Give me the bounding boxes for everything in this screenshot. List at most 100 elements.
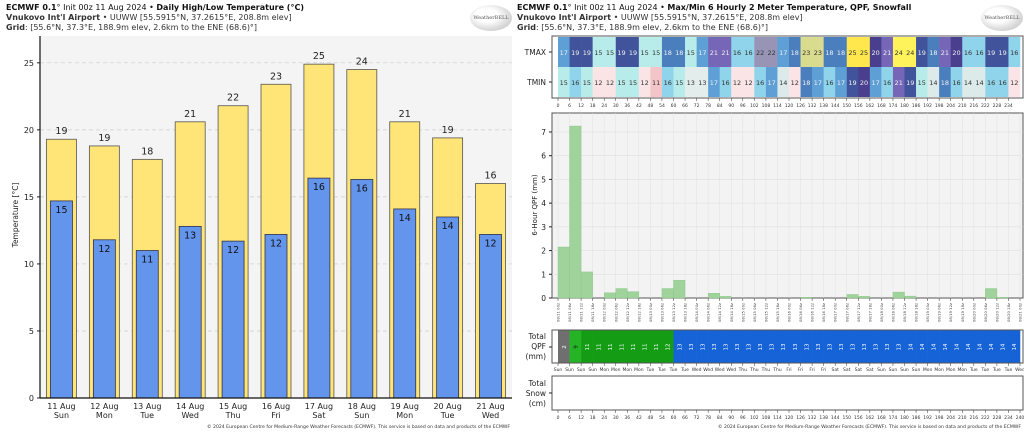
day-label: Fri bbox=[798, 367, 803, 373]
tmin-cell bbox=[950, 67, 963, 97]
tmax-cell bbox=[881, 37, 894, 67]
qpf-time-label: 08/15 06z bbox=[752, 303, 757, 322]
qpf-total-cell bbox=[615, 330, 628, 363]
qpf-time-label: 08/11 06z bbox=[567, 303, 572, 322]
tmin-value: 11 bbox=[652, 79, 660, 87]
day-label: Sun bbox=[889, 367, 898, 373]
y-tick-label: 1 bbox=[541, 270, 546, 279]
qpf-total-value: 13 bbox=[827, 343, 833, 350]
hour-tick-label: 48 bbox=[648, 415, 654, 421]
tmax-value: 21 bbox=[941, 49, 949, 57]
y-tick-label: 0 bbox=[541, 294, 546, 303]
hour-tick-label: 174 bbox=[889, 103, 898, 109]
tmin-value: 15 bbox=[918, 79, 926, 87]
tmax-cell bbox=[592, 37, 605, 67]
hour-tick-label: 162 bbox=[866, 415, 875, 421]
tmin-cell bbox=[592, 67, 605, 97]
tmin-value: 16 bbox=[571, 79, 579, 87]
tmax-value: 21 bbox=[721, 49, 729, 57]
qpf-total-value: 11 bbox=[585, 344, 591, 351]
hour-tick-label: 168 bbox=[877, 415, 886, 421]
qpf-total-cell bbox=[604, 330, 617, 363]
qpf-time-label: 08/20 12z bbox=[994, 303, 999, 322]
qpf-time-label: 08/18 12z bbox=[902, 303, 907, 322]
x-date-label: 21 Aug bbox=[476, 402, 504, 411]
tmax-cell bbox=[996, 37, 1009, 67]
qpf-total-cell bbox=[696, 330, 709, 363]
day-label: Mon bbox=[934, 367, 944, 373]
high-temp-label: 21 bbox=[184, 109, 196, 120]
high-temp-label: 21 bbox=[399, 109, 411, 120]
hour-tick-label: 102 bbox=[750, 415, 759, 421]
x-weekday-label: Thu bbox=[225, 411, 241, 420]
qpf-bar bbox=[719, 296, 732, 299]
tmax-value: 16 bbox=[733, 49, 741, 57]
x-date-label: 11 Aug bbox=[47, 402, 75, 411]
qpf-total-cell bbox=[708, 330, 720, 363]
qpf-total-value: 11 bbox=[596, 344, 602, 351]
day-label: Mon bbox=[946, 367, 956, 373]
hour-tick-label: 126 bbox=[796, 415, 805, 421]
tmax-value: 15 bbox=[652, 49, 660, 57]
qpf-time-label: 08/12 06z bbox=[613, 303, 618, 322]
init-time: ° Init 00z 11 Aug 2024 • bbox=[56, 3, 157, 12]
tmax-cell bbox=[650, 37, 663, 67]
tmin-value: 18 bbox=[802, 79, 810, 87]
day-label: Wed bbox=[726, 367, 736, 373]
qpf-time-label: 08/18 00z bbox=[879, 303, 884, 322]
hour-tick-label: 102 bbox=[750, 103, 759, 109]
tmax-cell bbox=[615, 37, 628, 67]
tmin-cell bbox=[916, 67, 928, 97]
tmin-value: 21 bbox=[895, 79, 903, 87]
tmin-cell bbox=[604, 67, 617, 97]
tmax-value: 16 bbox=[744, 49, 752, 57]
tmax-value: 21 bbox=[883, 49, 891, 57]
tmin-value: 18 bbox=[941, 79, 949, 87]
tmin-value: 17 bbox=[710, 79, 718, 87]
qpf-total-cell bbox=[939, 330, 951, 363]
tmax-value: 17 bbox=[698, 49, 706, 57]
qpf-time-label: 08/19 00z bbox=[925, 303, 930, 322]
weatherbell-logo: WeatherBELL bbox=[470, 5, 512, 31]
day-label: Wed bbox=[715, 367, 725, 373]
hour-tick-label: 234 bbox=[1004, 415, 1013, 421]
hour-tick-label: 180 bbox=[900, 415, 909, 421]
tmin-cell bbox=[742, 67, 755, 97]
chart-title: Max/Min 6 Hourly 2 Meter Temperature, QP… bbox=[667, 3, 912, 12]
tmax-value: 22 bbox=[756, 49, 764, 57]
qpf-time-label: 08/14 18z bbox=[729, 303, 734, 322]
day-label: Tue bbox=[1004, 367, 1013, 373]
qpf-total-cell bbox=[858, 330, 871, 363]
hour-tick-label: 144 bbox=[831, 415, 840, 421]
y-tick-label: 6 bbox=[541, 152, 546, 161]
hour-tick-label: 54 bbox=[659, 103, 665, 109]
model-name: ECMWF 0.1 bbox=[517, 3, 568, 12]
qpf-time-label: 08/19 12z bbox=[948, 303, 953, 322]
qpf-total-cell bbox=[823, 330, 836, 363]
day-label: Sat bbox=[843, 367, 851, 373]
day-label: Tue bbox=[657, 367, 666, 373]
grid-label: Grid bbox=[6, 23, 25, 32]
tmax-value: 17 bbox=[560, 49, 568, 57]
hour-tick-label: 60 bbox=[671, 415, 677, 421]
qpf-total-cell bbox=[592, 330, 605, 363]
tmax-cell bbox=[950, 37, 963, 67]
grid-info: : [55.6°N, 37.3°E, 188.9m elev, 2.6km to… bbox=[535, 23, 769, 32]
tmax-value: 15 bbox=[640, 49, 648, 57]
high-temp-label: 19 bbox=[98, 133, 110, 144]
tmin-value: 19 bbox=[848, 79, 856, 87]
hour-tick-label: 180 bbox=[900, 103, 909, 109]
qpf-bar bbox=[892, 291, 905, 299]
high-temp-label: 24 bbox=[356, 57, 368, 68]
tmin-cell bbox=[881, 67, 894, 97]
hour-tick-label: 126 bbox=[796, 103, 805, 109]
y-tick-label: 2 bbox=[541, 247, 546, 256]
qpf-total-value: 13 bbox=[862, 343, 868, 350]
qpf-total-value: 13 bbox=[747, 343, 753, 350]
tmax-cell bbox=[777, 37, 790, 67]
day-label: Mon bbox=[611, 367, 621, 373]
qpf-total-cell bbox=[558, 330, 570, 363]
tmin-value: 15 bbox=[560, 79, 568, 87]
qpf-time-label: 08/15 18z bbox=[775, 303, 780, 322]
qpf-bar bbox=[904, 295, 917, 299]
